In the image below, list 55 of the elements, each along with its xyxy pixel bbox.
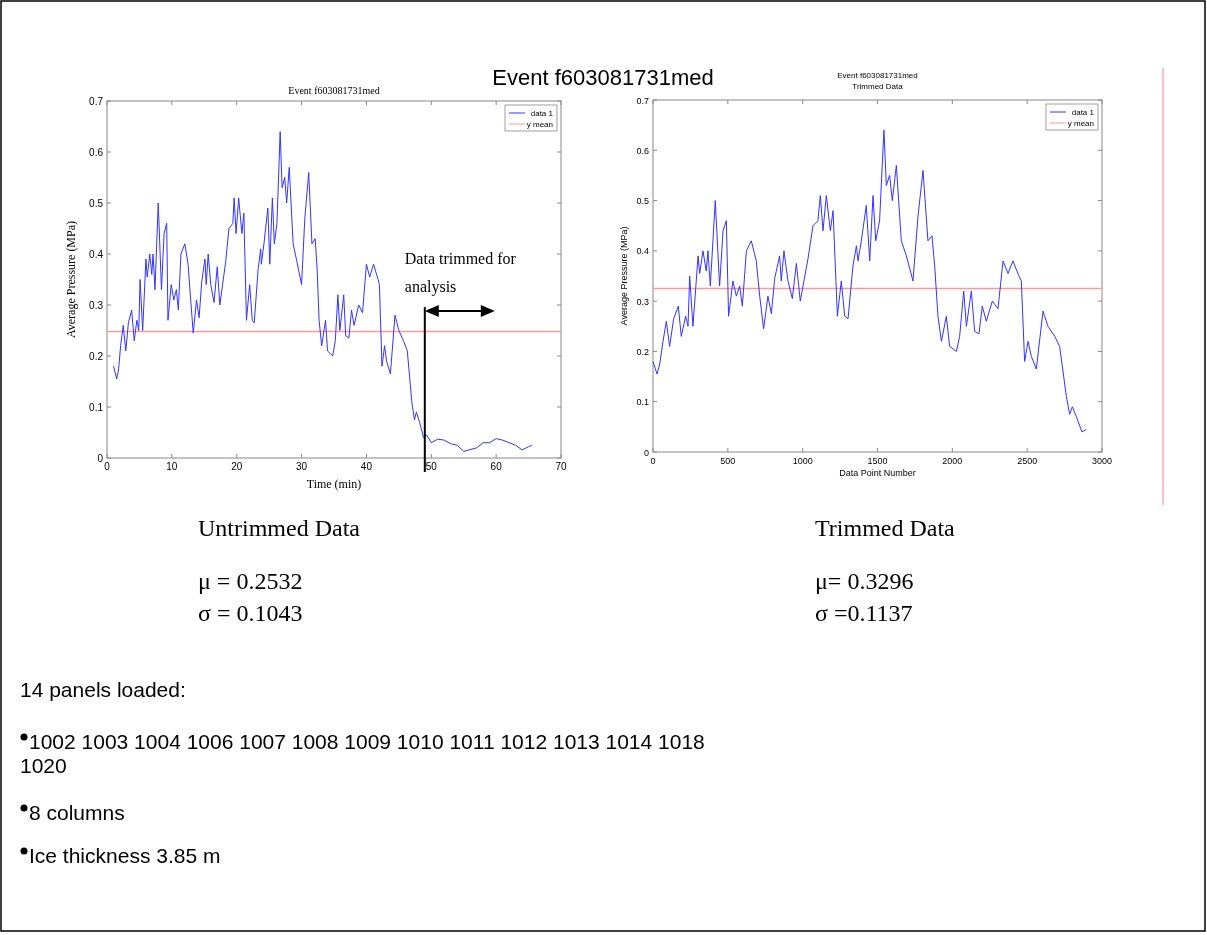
y-tick-label: 0.2 bbox=[89, 350, 104, 362]
text: σ =0.1137 bbox=[815, 600, 913, 626]
y-tick-label: 0.6 bbox=[89, 146, 104, 158]
legend-label: y mean bbox=[1067, 119, 1094, 128]
y-tick-label: 0.1 bbox=[636, 397, 649, 408]
x-tick-label: 40 bbox=[360, 461, 373, 472]
x-tick-label: 0 bbox=[650, 456, 656, 466]
x-tick-label: 30 bbox=[296, 461, 308, 472]
y-tick-label: 0.3 bbox=[89, 299, 104, 311]
x-tick-label: 20 bbox=[231, 461, 243, 472]
y-tick-label: 0.2 bbox=[636, 346, 649, 357]
y-tick-label: 0.3 bbox=[636, 296, 649, 307]
x-tick-label: 3000 bbox=[1091, 456, 1113, 466]
y-tick-label: 0.7 bbox=[636, 95, 649, 106]
text: σ = 0.1043 bbox=[198, 600, 303, 626]
chart-subtitle: Trimmed Data bbox=[852, 82, 904, 91]
x-tick-label: 1500 bbox=[867, 456, 888, 466]
y-axis-title: Average Pressure (MPa) bbox=[64, 220, 78, 339]
x-axis-title: Data Point Number bbox=[839, 468, 916, 478]
x-tick-label: 1000 bbox=[792, 456, 813, 466]
text: 1002 1003 1004 1006 1007 1008 1009 1010 1011 1012 1013 1014 1018 1020 bbox=[20, 730, 705, 777]
x-tick-label: 2500 bbox=[1017, 456, 1038, 466]
text: 8 columns bbox=[29, 801, 125, 824]
x-tick-label: 50 bbox=[425, 461, 438, 472]
text: μ = 0.2532 bbox=[198, 568, 303, 594]
chart-title: Event f603081731med bbox=[837, 71, 918, 80]
y-tick-label: 0 bbox=[643, 447, 649, 458]
y-tick-label: 0.5 bbox=[636, 196, 649, 207]
text: 14 panels loaded: bbox=[20, 678, 186, 701]
x-tick-label: 2000 bbox=[942, 456, 963, 466]
x-tick-label: 500 bbox=[720, 456, 736, 466]
ref-line-label: Data trimmed for analysis bbox=[404, 250, 517, 297]
text: μ= 0.3296 bbox=[815, 568, 914, 594]
chart-title: Event f603081731med bbox=[288, 85, 380, 96]
legend-label: data 1 bbox=[1071, 108, 1095, 117]
y-tick-label: 0.7 bbox=[89, 95, 104, 107]
y-axis-title: Average Pressure (MPa) bbox=[619, 226, 629, 326]
text: Ice thickness 3.85 m bbox=[29, 844, 221, 867]
y-tick-label: 0.4 bbox=[89, 248, 104, 260]
x-axis-title: Time (min) bbox=[306, 477, 362, 491]
x-tick-label: 60 bbox=[490, 461, 503, 472]
x-tick-label: 0 bbox=[104, 461, 111, 472]
legend-label: y mean bbox=[526, 120, 553, 129]
text: Event f603081731med bbox=[492, 65, 714, 90]
line-series bbox=[652, 129, 1087, 433]
y-tick-label: 0.5 bbox=[89, 197, 104, 209]
y-tick-label: 0.6 bbox=[636, 145, 649, 156]
line-series bbox=[112, 131, 533, 452]
y-tick-label: 0.4 bbox=[636, 246, 649, 257]
x-tick-label: 70 bbox=[555, 461, 567, 472]
text: Trimmed Data bbox=[815, 515, 956, 541]
y-tick-label: 0.1 bbox=[89, 401, 104, 413]
x-tick-label: 10 bbox=[166, 461, 178, 472]
text: Untrimmed Data bbox=[198, 515, 361, 541]
legend-label: data 1 bbox=[530, 109, 554, 118]
